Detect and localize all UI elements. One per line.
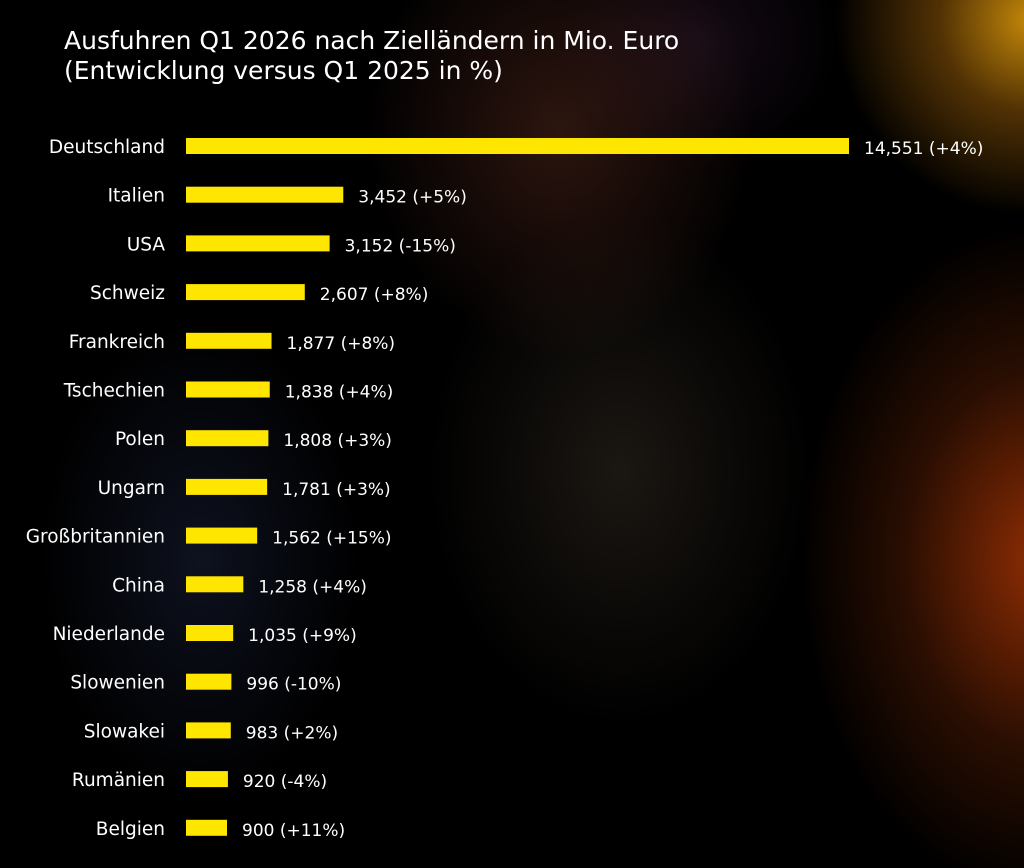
data-label: 1,781 (+3%) (282, 480, 391, 500)
bar (186, 284, 305, 301)
category-label: Niederlande (53, 624, 165, 645)
bar (186, 722, 231, 739)
data-label: 2,607 (+8%) (320, 285, 429, 305)
bar (186, 332, 272, 349)
data-label: 1,562 (+15%) (272, 529, 391, 549)
category-label: Ungarn (98, 478, 165, 499)
category-label: Frankreich (69, 332, 165, 353)
data-label: 1,838 (+4%) (285, 383, 394, 403)
data-label: 14,551 (+4%) (864, 139, 983, 159)
category-label: Slowenien (70, 673, 165, 694)
category-label: Slowakei (84, 721, 165, 742)
chart-title: Ausfuhren Q1 2026 nach Zielländern in Mi… (64, 26, 680, 55)
chart-subtitle: (Entwicklung versus Q1 2025 in %) (64, 56, 503, 85)
category-label: Polen (115, 429, 165, 450)
bar (186, 673, 232, 690)
data-label: 1,258 (+4%) (258, 577, 367, 597)
category-label: Tschechien (63, 381, 165, 402)
data-label: 996 (-10%) (246, 675, 341, 695)
bar (186, 819, 228, 836)
category-label: Deutschland (49, 137, 165, 158)
bar (186, 186, 344, 203)
category-label: Großbritannien (26, 527, 165, 548)
bar (186, 576, 244, 593)
bar (186, 138, 849, 154)
category-label: Belgien (96, 819, 165, 840)
category-label: Italien (108, 186, 165, 207)
bar (186, 625, 234, 641)
bar (186, 235, 330, 252)
bar (186, 527, 258, 544)
data-label: 900 (+11%) (242, 821, 345, 841)
bar (186, 430, 269, 447)
category-label: Schweiz (90, 283, 165, 304)
category-label: Rumänien (72, 770, 165, 791)
data-label: 3,152 (-15%) (345, 236, 456, 256)
title-block: Ausfuhren Q1 2026 nach Zielländern in Mi… (64, 26, 679, 86)
category-label: USA (127, 234, 166, 255)
bar (186, 381, 270, 398)
data-label: 983 (+2%) (246, 723, 338, 743)
category-label: China (112, 575, 165, 596)
data-label: 920 (-4%) (243, 772, 327, 792)
data-label: 1,877 (+8%) (287, 334, 396, 354)
data-label: 1,808 (+3%) (283, 431, 392, 451)
bar (186, 478, 268, 495)
bar (186, 771, 228, 788)
data-label: 1,035 (+9%) (248, 626, 357, 646)
data-label: 3,452 (+5%) (358, 188, 467, 208)
